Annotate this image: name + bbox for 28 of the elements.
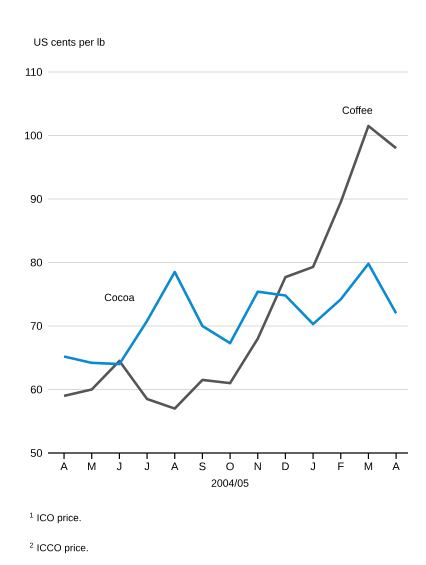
y-tick-label: 70 [30,322,42,330]
y-tick-label: 100 [25,132,42,140]
x-tick-label: O [226,462,234,470]
series-label: Cocoa [104,294,134,302]
x-tick-label: A [392,462,400,470]
y-axis-title: US cents per lb [34,38,105,48]
x-tick-label: J [116,462,122,470]
y-tick-label: 60 [30,386,42,394]
y-tick-label: 50 [30,449,42,457]
x-tick-label: A [60,462,68,470]
x-tick-label: F [338,462,344,470]
text: $^{2}$ ICCO price. [30,542,88,554]
text: $^{1}$ ICO price. [30,512,81,524]
y-tick-label: 90 [30,195,42,203]
line-series [62,262,398,366]
x-tick-label: J [144,462,149,470]
x-tick-label: M [88,462,96,470]
x-tick-label: A [171,462,178,470]
x-tick-label: M [364,462,372,470]
x-tick-label: N [254,462,261,470]
x-tick-label: J [310,462,316,470]
y-tick-label: 110 [26,68,42,76]
y-tick-label: 80 [30,258,42,266]
line-series [62,124,398,410]
x-tick-label: S [199,462,206,470]
series-label: Coffee [342,106,372,114]
x-axis-title: 2004/05 [212,479,248,487]
x-tick-label: D [282,462,289,470]
